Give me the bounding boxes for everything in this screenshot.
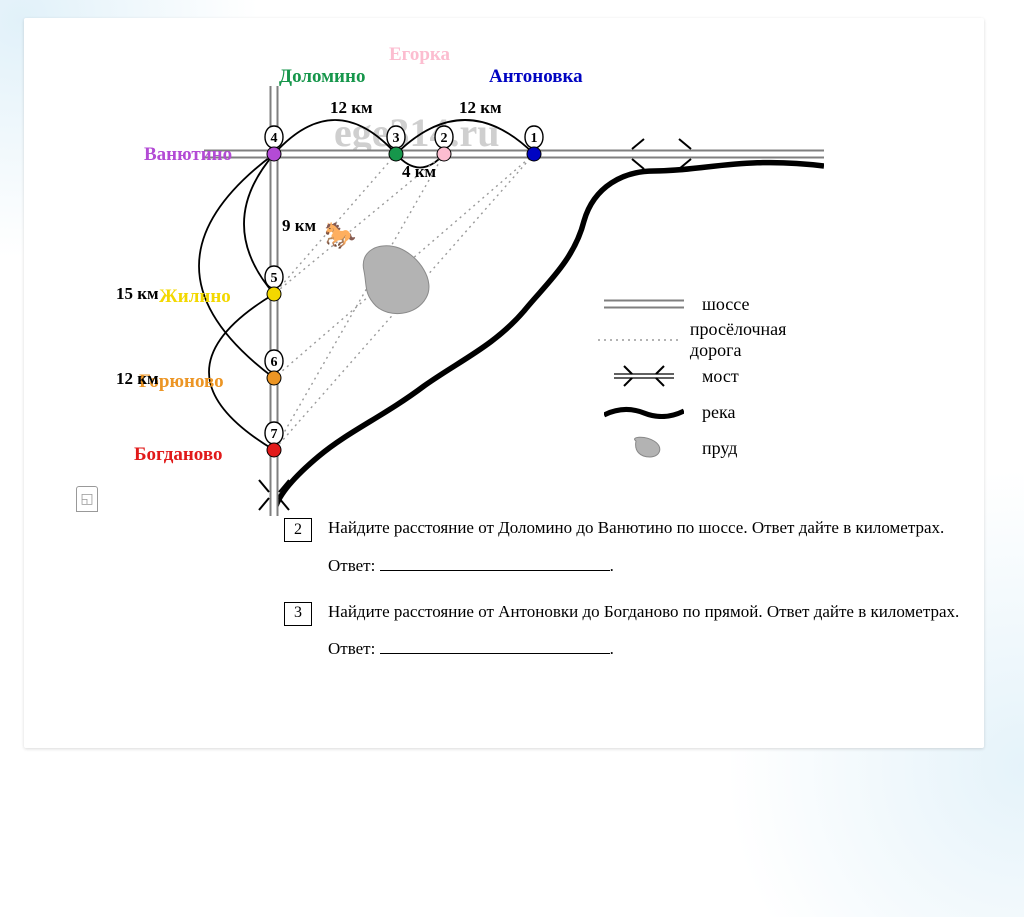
answer-row: Ответ: .	[328, 554, 964, 578]
legend-label-river: река	[694, 402, 735, 423]
task-number: 3	[284, 602, 312, 626]
page-card: ege314.ru	[24, 18, 984, 748]
legend-label-pond: пруд	[694, 438, 737, 459]
answer-blank[interactable]	[380, 653, 610, 654]
task-text: Найдите расстояние от Антоновки до Богда…	[328, 600, 964, 624]
task-item: 3 Найдите расстояние от Антоновки до Бог…	[284, 600, 964, 668]
svg-text:5: 5	[271, 271, 278, 286]
answer-blank[interactable]	[380, 570, 610, 571]
distance-label: 15 км	[116, 284, 159, 304]
answer-label: Ответ:	[328, 639, 375, 658]
legend-row-dirt: просёлочная дорога	[594, 322, 824, 358]
svg-text:6: 6	[271, 355, 278, 370]
village-label-dolomino: Доломино	[279, 66, 365, 88]
legend-label-dirt: просёлочная дорога	[682, 319, 824, 361]
bookmark-icon[interactable]: ◱	[76, 486, 98, 512]
distance-label: 12 км	[330, 98, 373, 118]
horse-icon: 🐎	[324, 221, 356, 250]
legend-label-highway: шоссе	[694, 294, 750, 315]
village-label-antonovka: Антоновка	[489, 66, 583, 88]
village-label-bogdanovo: Богданово	[134, 444, 222, 466]
map-diagram: ege314.ru	[64, 26, 824, 516]
svg-text:1: 1	[531, 131, 538, 146]
pond-shape	[363, 246, 429, 314]
village-label-vanyutino: Ванютино	[144, 144, 232, 166]
village-label-zhilino: Жилино	[159, 286, 231, 308]
village-label-egorka: Егорка	[389, 44, 450, 66]
svg-text:7: 7	[271, 427, 278, 442]
svg-text:4: 4	[271, 131, 278, 146]
answer-row: Ответ: .	[328, 637, 964, 661]
distance-label: 12 км	[459, 98, 502, 118]
answer-label: Ответ:	[328, 556, 375, 575]
svg-text:2: 2	[441, 131, 448, 146]
tasks-block: 2 Найдите расстояние от Доломино до Ваню…	[284, 516, 964, 683]
distance-label: 4 км	[402, 162, 436, 182]
task-item: 2 Найдите расстояние от Доломино до Ваню…	[284, 516, 964, 584]
map-legend: шоссе просёлочная дорога	[594, 286, 824, 466]
task-text: Найдите расстояние от Доломино до Ванюти…	[328, 516, 964, 540]
legend-row-pond: пруд	[594, 430, 824, 466]
distance-label: 12 км	[116, 369, 159, 389]
legend-row-bridge: мост	[594, 358, 824, 394]
legend-row-highway: шоссе	[594, 286, 824, 322]
task-number: 2	[284, 518, 312, 542]
legend-row-river: река	[594, 394, 824, 430]
distance-label: 9 км	[282, 216, 316, 236]
legend-label-bridge: мост	[694, 366, 739, 387]
svg-text:3: 3	[393, 131, 400, 146]
